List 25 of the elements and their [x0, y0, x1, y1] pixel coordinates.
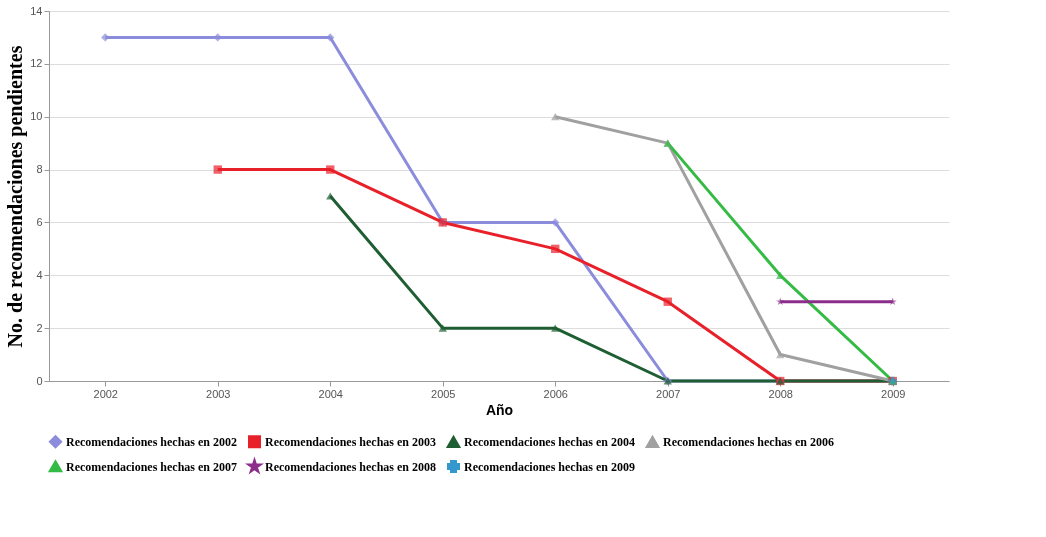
y-tick-label: 6 — [36, 215, 43, 228]
x-tick-label: 2002 — [93, 387, 118, 400]
x-tick-label: 2006 — [543, 387, 568, 400]
legend-label: Recomendaciones hechas en 2009 — [464, 459, 635, 474]
x-tick-label: 2005 — [431, 387, 456, 400]
y-tick-label: 8 — [36, 163, 43, 176]
y-tick-label: 2 — [36, 321, 43, 334]
x-tick-label: 2004 — [318, 387, 343, 400]
y-axis-title: No. de recomendaciones pendientes — [4, 45, 28, 348]
y-tick-label: 4 — [36, 268, 43, 281]
y-tick-label: 12 — [30, 57, 43, 70]
legend-label: Recomendaciones hechas en 2007 — [66, 459, 237, 474]
x-axis-title: Año — [485, 401, 514, 418]
legend-label: Recomendaciones hechas en 2003 — [265, 434, 436, 449]
x-tick-label: 2003 — [206, 387, 231, 400]
legend-label: Recomendaciones hechas en 2004 — [464, 435, 635, 450]
y-tick-label: 0 — [36, 374, 43, 387]
y-tick-label: 10 — [30, 110, 43, 123]
legend-label: Recomendaciones hechas en 2008 — [265, 459, 436, 474]
legend-label: Recomendaciones hechas en 2006 — [663, 435, 834, 450]
x-tick-label: 2007 — [656, 387, 681, 400]
y-tick-label: 14 — [30, 4, 43, 17]
legend-label: Recomendaciones hechas en 2002 — [66, 434, 237, 449]
x-tick-label: 2009 — [881, 387, 906, 400]
x-tick-label: 2008 — [768, 387, 793, 400]
